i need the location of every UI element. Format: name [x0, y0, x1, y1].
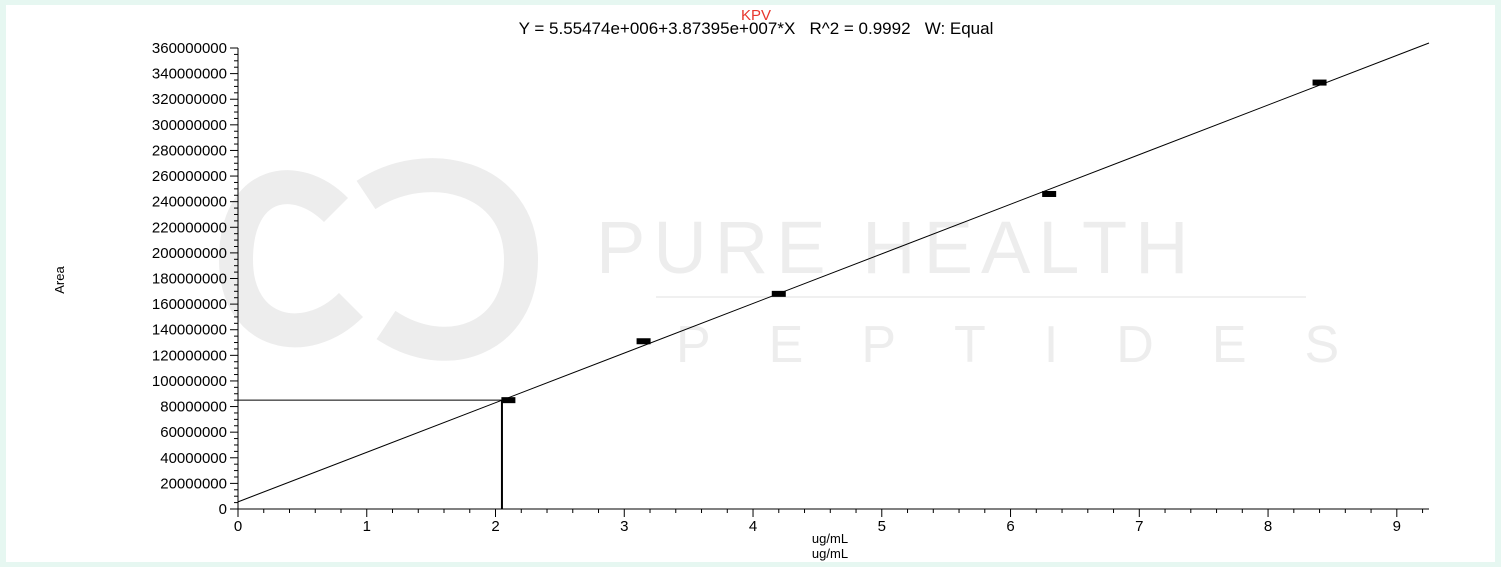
y-axis-title: Area — [52, 266, 67, 294]
x-tick-label: 3 — [620, 518, 628, 535]
y-tick-label: 300000000 — [152, 117, 227, 134]
x-tick-label: 8 — [1264, 518, 1272, 535]
y-tick-label: 80000000 — [160, 399, 227, 416]
data-point — [1042, 190, 1057, 197]
y-tick-label: 240000000 — [152, 194, 227, 211]
x-axis-title: ug/mL — [812, 531, 848, 546]
x-tick-label: 4 — [749, 518, 757, 535]
y-tick-label: 320000000 — [152, 91, 227, 108]
chart-equation: Y = 5.55474e+006+3.87395e+007*X R^2 = 0.… — [519, 19, 994, 38]
y-tick-label: 340000000 — [152, 66, 227, 83]
x-tick-label: 9 — [1393, 518, 1401, 535]
watermark: PURE HEALTH PEPTIDES — [218, 158, 1397, 374]
data-point — [1312, 79, 1327, 86]
y-tick-label: 260000000 — [152, 168, 227, 185]
data-point — [501, 397, 516, 404]
chart-panel: PURE HEALTH PEPTIDES KPV Y = 5.55474e+00… — [6, 5, 1495, 562]
y-tick-label: 120000000 — [152, 347, 227, 364]
x-tick-label: 6 — [1006, 518, 1014, 535]
y-tick-label: 180000000 — [152, 271, 227, 288]
x-tick-label: 2 — [491, 518, 499, 535]
axes: 0 20000000 40000000 60000000 80000000 1000000… — [152, 40, 1429, 535]
x-tick-label: 7 — [1135, 518, 1143, 535]
y-tick-label: 0 — [219, 501, 227, 518]
x-tick-label: 0 — [234, 518, 242, 535]
y-tick-label: 160000000 — [152, 296, 227, 313]
y-tick-label: 140000000 — [152, 322, 227, 339]
y-tick-label: 280000000 — [152, 142, 227, 159]
data-point — [636, 338, 651, 345]
data-points — [501, 79, 1327, 404]
chart-title: KPV — [741, 7, 771, 24]
x-axis-title-repeat: ug/mL — [812, 546, 848, 561]
y-tick-label: 200000000 — [152, 245, 227, 262]
y-tick-label: 360000000 — [152, 40, 227, 57]
data-point — [771, 290, 786, 297]
x-tick-label: 5 — [878, 518, 886, 535]
watermark-line2: PEPTIDES — [676, 316, 1397, 374]
regression-layer — [237, 42, 1430, 509]
x-tick-label: 1 — [363, 518, 371, 535]
y-tick-label: 100000000 — [152, 373, 227, 390]
y-tick-label: 40000000 — [160, 450, 227, 467]
y-tick-label: 220000000 — [152, 219, 227, 236]
calibration-chart: PURE HEALTH PEPTIDES KPV Y = 5.55474e+00… — [52, 7, 1430, 561]
watermark-line1: PURE HEALTH — [596, 206, 1197, 289]
regression-line — [237, 42, 1430, 503]
watermark-logo — [218, 158, 539, 361]
y-tick-label: 60000000 — [160, 424, 227, 441]
y-tick-label: 20000000 — [160, 475, 227, 492]
